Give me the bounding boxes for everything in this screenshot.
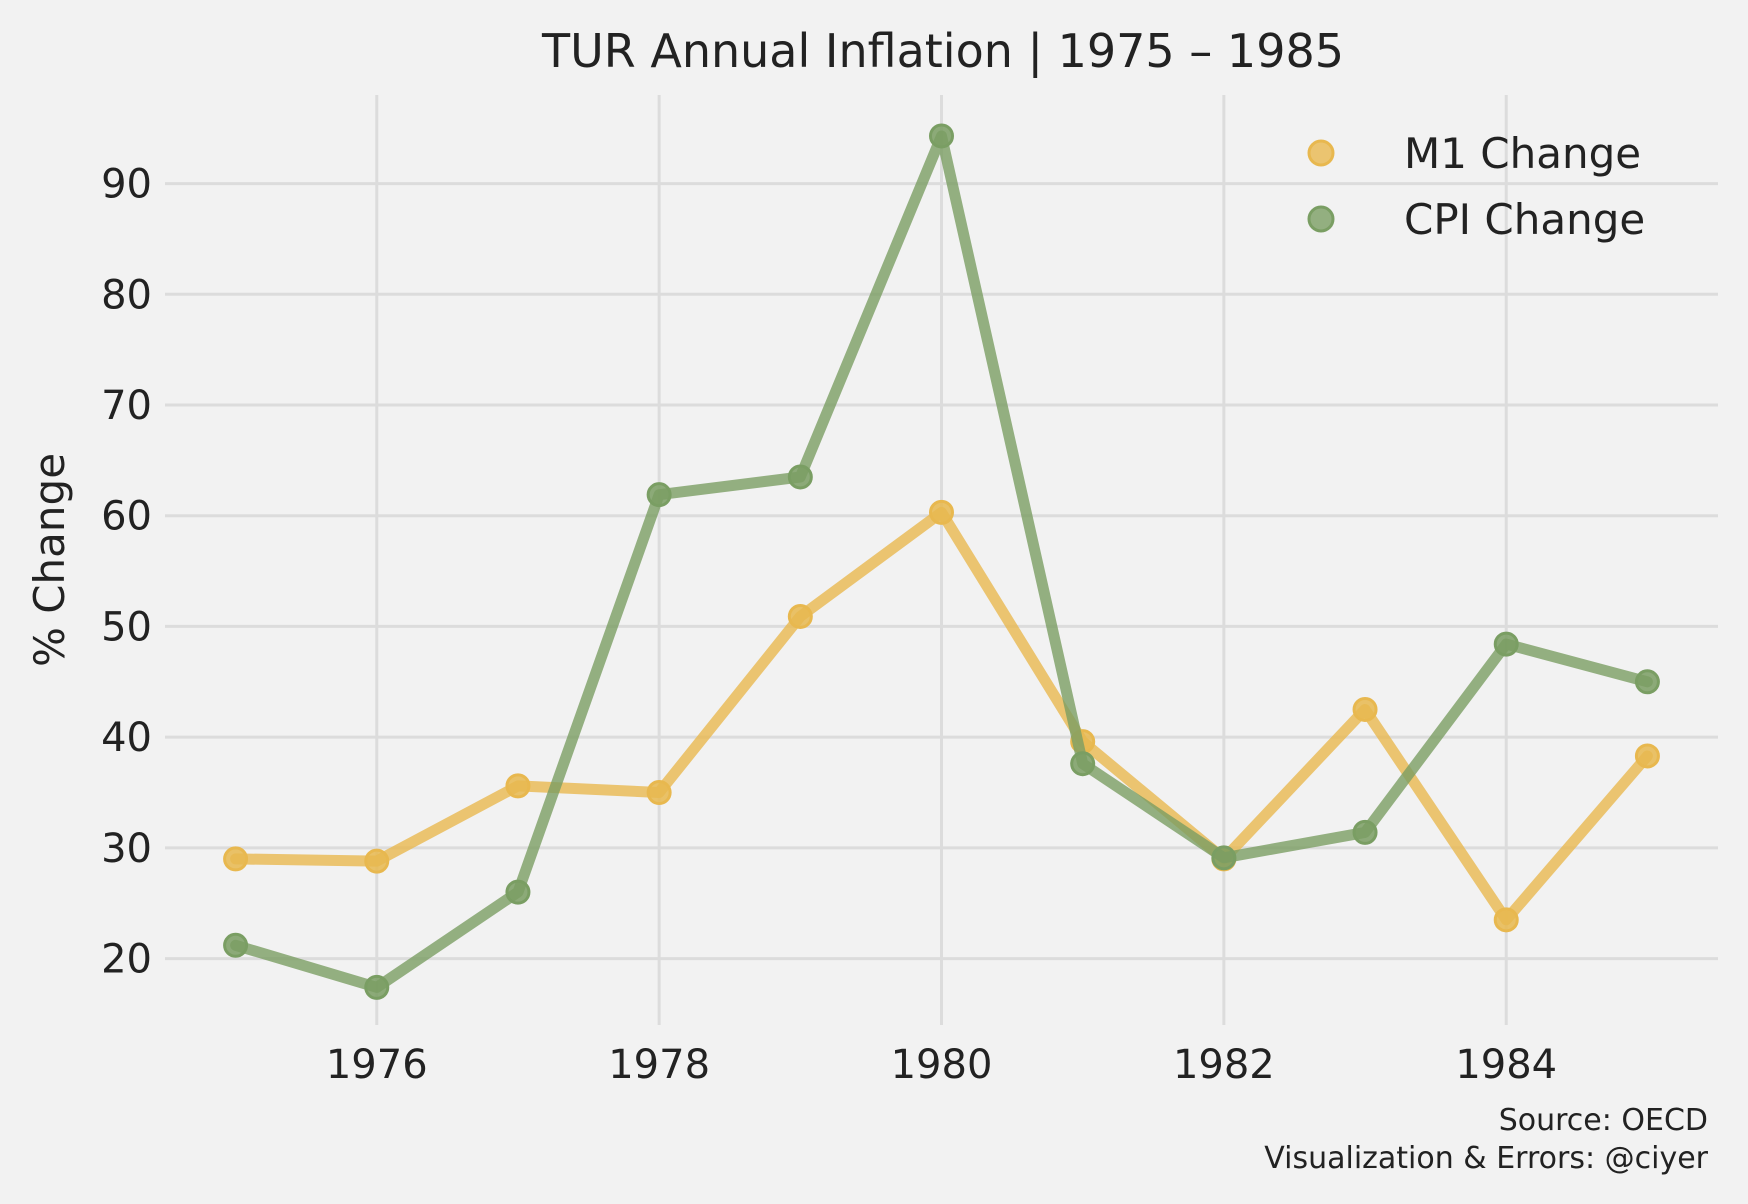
source-line-1: Source: OECD <box>1499 1103 1708 1138</box>
data-point <box>1493 631 1519 657</box>
data-point <box>646 780 672 805</box>
data-point <box>1634 669 1660 695</box>
data-point <box>1070 751 1096 777</box>
y-tick-label: 80 <box>101 272 152 318</box>
x-tick-label: 1984 <box>1455 1042 1557 1088</box>
data-point <box>787 464 813 490</box>
y-tick-label: 20 <box>101 937 152 983</box>
y-tick-label: 70 <box>101 383 152 429</box>
data-point <box>364 974 390 1000</box>
x-tick-label: 1980 <box>891 1042 993 1088</box>
data-point <box>223 932 249 958</box>
data-point <box>505 773 531 799</box>
data-point <box>1634 743 1660 769</box>
legend-label: M1 Change <box>1404 129 1641 178</box>
x-tick-label: 1982 <box>1173 1042 1275 1088</box>
data-point <box>787 603 813 629</box>
data-point <box>646 482 672 508</box>
y-tick-label: 30 <box>101 826 152 872</box>
legend: M1 Change CPI Change <box>1307 129 1645 244</box>
legend-marker <box>1307 205 1335 233</box>
y-tick-label: 50 <box>101 604 152 650</box>
data-point <box>1211 845 1237 871</box>
data-point <box>505 879 531 905</box>
y-tick-label: 60 <box>101 494 152 540</box>
data-point <box>929 123 954 149</box>
y-tick-label: 90 <box>101 162 152 208</box>
chart-title: TUR Annual Inflation | 1975 – 1985 <box>541 24 1344 79</box>
data-point <box>364 848 390 874</box>
data-point <box>1352 819 1378 845</box>
legend-marker <box>1307 139 1335 167</box>
y-axis-label: % Change <box>25 453 74 667</box>
y-tick-label: 40 <box>101 715 152 761</box>
x-tick-label: 1978 <box>608 1042 710 1088</box>
data-point <box>929 499 954 525</box>
source-line-2: Visualization & Errors: @ciyer <box>1264 1141 1708 1176</box>
data-point <box>1493 907 1519 933</box>
data-point <box>223 846 249 872</box>
x-tick-label: 1976 <box>326 1042 428 1088</box>
tick-layer: 20 30 40 50 60 70 80 90 1976 1978 1980 1982 1984 <box>101 162 1557 1088</box>
series-layer <box>223 123 1660 1000</box>
legend-label: CPI Change <box>1404 195 1645 244</box>
data-point <box>1352 696 1378 722</box>
series-1 <box>223 123 1660 1000</box>
